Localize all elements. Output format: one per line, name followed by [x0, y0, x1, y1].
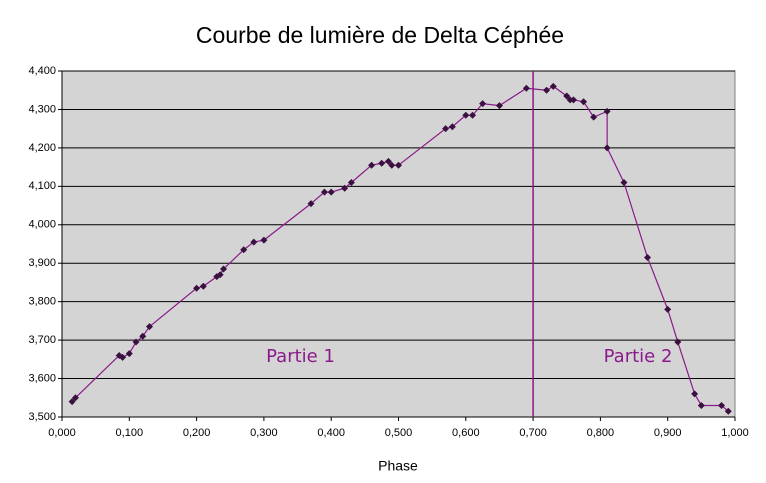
y-tick-label: 4,300 — [28, 103, 56, 115]
data-point — [395, 161, 402, 169]
data-point — [139, 332, 147, 340]
data-point — [522, 84, 530, 92]
data-point — [220, 265, 228, 273]
y-tick-label: 4,100 — [28, 180, 56, 192]
annotation: Partie 1 — [266, 346, 335, 367]
data-point — [543, 86, 551, 94]
data-point — [193, 284, 201, 292]
data-point — [260, 236, 268, 244]
data-point — [569, 96, 577, 104]
x-tick-label: 0,500 — [385, 427, 413, 439]
data-point — [590, 113, 598, 121]
data-point — [603, 144, 611, 152]
data-point — [691, 390, 699, 398]
y-tick-label: 4,000 — [28, 219, 56, 231]
data-point — [448, 123, 456, 131]
data-point — [250, 238, 258, 246]
data-point — [563, 92, 571, 100]
data-point — [580, 98, 588, 106]
data-point — [384, 157, 392, 165]
data-point — [68, 398, 76, 406]
data-point — [620, 178, 628, 186]
data-point — [724, 407, 732, 415]
data-point — [603, 107, 611, 115]
y-tick-label: 3,900 — [28, 257, 56, 269]
data-point — [216, 271, 224, 279]
x-tick-label: 0,400 — [317, 427, 345, 439]
data-point — [388, 161, 396, 169]
data-point — [469, 111, 477, 119]
x-axis-title: Phase — [378, 458, 418, 474]
x-tick-label: 0,000 — [48, 427, 76, 439]
data-point — [132, 338, 140, 346]
data-point — [479, 100, 487, 108]
data-point — [240, 246, 248, 254]
data-point — [327, 188, 335, 196]
data-point — [307, 200, 315, 208]
x-tick-label: 1,000 — [721, 427, 749, 439]
data-point — [549, 82, 557, 90]
data-point — [442, 125, 450, 133]
data-point — [145, 323, 153, 331]
x-tick-label: 0,700 — [519, 427, 547, 439]
x-tick-label: 0,900 — [654, 427, 682, 439]
data-point — [341, 184, 349, 192]
x-tick-label: 0,100 — [116, 427, 144, 439]
data-point — [462, 111, 470, 119]
data-point — [697, 401, 705, 409]
data-point — [495, 102, 503, 110]
y-tick-label: 3,800 — [28, 296, 56, 308]
chart-title: Courbe de lumière de Delta Céphée — [196, 22, 564, 48]
data-point — [119, 353, 127, 361]
data-point — [199, 282, 207, 290]
data-point — [125, 350, 133, 358]
data-point — [71, 394, 79, 402]
data-point — [378, 159, 386, 167]
y-tick-label: 4,200 — [28, 142, 56, 154]
annotation: Partie 2 — [604, 346, 673, 367]
x-tick-label: 0,300 — [250, 427, 278, 439]
y-tick-label: 3,700 — [28, 334, 56, 346]
y-tick-label: 4,400 — [28, 65, 56, 77]
data-point — [368, 161, 376, 169]
x-tick-label: 0,200 — [183, 427, 211, 439]
data-point — [718, 401, 726, 409]
data-point — [674, 338, 682, 346]
data-point — [320, 188, 328, 196]
x-tick-label: 0,800 — [587, 427, 615, 439]
data-point — [664, 305, 672, 313]
data-point — [347, 178, 355, 186]
data-point — [644, 253, 652, 261]
y-tick-label: 3,600 — [28, 372, 56, 384]
x-tick-label: 0,600 — [452, 427, 480, 439]
plot-area — [61, 70, 736, 418]
y-tick-label: 3,500 — [28, 411, 56, 423]
